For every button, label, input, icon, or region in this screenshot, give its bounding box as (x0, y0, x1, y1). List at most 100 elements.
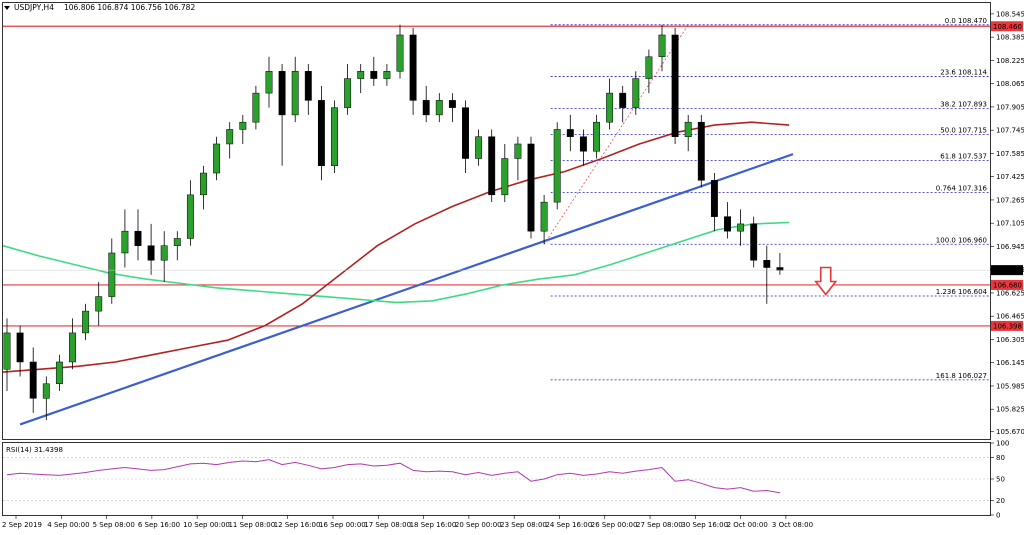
chart-ohlc-values: 106.806 106.874 106.756 106.782 (64, 3, 195, 12)
candlestick (448, 93, 456, 123)
x-tick-label: 18 Sep 16:00 (410, 521, 457, 529)
candlestick (750, 216, 758, 268)
x-tick-label: 6 Sep 16:00 (138, 521, 180, 529)
candle-body (265, 71, 273, 94)
candlestick (213, 136, 221, 181)
candle-body (606, 92, 614, 123)
rsi-tick-label: 0 (996, 512, 1000, 520)
main-plot-frame (2, 2, 991, 440)
candle-body (750, 223, 758, 261)
candle-body (527, 143, 535, 232)
candle-body (317, 100, 325, 167)
candlestick (737, 209, 745, 246)
y-tick-label: 105.825 (996, 406, 1024, 414)
candle-body (82, 310, 90, 334)
x-tick-label: 12 Sep 16:00 (274, 521, 321, 529)
candle-body (514, 143, 522, 159)
level-price-tag-label: 106.680 (993, 281, 1022, 289)
candle-body (396, 34, 404, 72)
candlestick (475, 129, 483, 166)
candlestick (344, 64, 352, 115)
x-tick-label: 27 Sep 08:00 (636, 521, 683, 529)
candle-body (710, 180, 718, 217)
candlestick (357, 64, 365, 94)
y-tick-label: 107.745 (996, 127, 1024, 135)
candlestick (69, 318, 76, 370)
fib-level-label: 1.236 106.604 (936, 288, 988, 296)
symbol-dropdown-icon[interactable] (4, 6, 10, 10)
candlestick (82, 303, 90, 341)
x-tick-label: 4 Sep 00:00 (47, 521, 89, 529)
candle-body (579, 136, 587, 152)
candle-body (763, 259, 771, 268)
x-tick-label: 11 Sep 08:00 (228, 521, 275, 529)
x-tick-label: 5 Sep 08:00 (93, 521, 135, 529)
candle-body (95, 296, 103, 312)
candlestick (291, 56, 299, 123)
candlestick (383, 64, 391, 86)
candle-body (540, 201, 548, 232)
fib-level-label: 0.764 107.316 (936, 185, 988, 193)
candlestick (147, 223, 155, 275)
level-price-tag (991, 320, 1023, 331)
candle-body (383, 71, 391, 79)
y-tick-label: 107.425 (996, 173, 1024, 181)
candlestick (317, 85, 325, 181)
candlestick (226, 122, 234, 159)
candlestick (370, 56, 378, 86)
y-tick-label: 107.265 (996, 196, 1024, 204)
level-price-tag (991, 21, 1023, 32)
candlestick (435, 93, 443, 123)
x-tick-label: 3 Oct 08:00 (772, 521, 813, 529)
candlestick (134, 209, 142, 261)
candle-body (422, 100, 430, 116)
candlestick (396, 24, 404, 79)
y-tick-label: 108.065 (996, 80, 1024, 88)
rsi-tick-label: 80 (996, 454, 1005, 462)
candlestick (606, 78, 614, 130)
candlestick (422, 85, 430, 123)
candle-body (488, 136, 496, 196)
candle-body (3, 332, 11, 370)
candlestick (409, 27, 417, 115)
candlestick (55, 354, 63, 392)
candlestick (108, 238, 116, 304)
candlestick (684, 114, 692, 152)
candle-body (108, 252, 116, 297)
rsi-label: RSI(14) 31.4398 (6, 446, 63, 454)
down-arrow-icon (814, 266, 838, 296)
candlestick (95, 282, 103, 326)
moving-average-green (2, 221, 790, 304)
candle-body (42, 383, 50, 399)
x-tick-label: 30 Sep 16:00 (681, 521, 728, 529)
candlestick (671, 27, 679, 144)
fib-level-label: 61.8 107.537 (940, 152, 987, 160)
fib-level-label: 100.0 106.960 (936, 236, 987, 244)
candle-body (501, 158, 509, 196)
candlestick (3, 318, 11, 392)
candlestick (566, 114, 574, 152)
candle-body (331, 107, 338, 167)
candlestick (501, 143, 509, 203)
rsi-line (6, 459, 780, 494)
y-tick-label: 105.985 (996, 382, 1024, 390)
candlestick (278, 64, 286, 166)
candlestick (619, 85, 627, 123)
y-tick-label: 108.545 (996, 10, 1024, 18)
candlestick (697, 114, 705, 188)
candle-body (409, 34, 417, 101)
y-tick-label: 105.670 (996, 428, 1024, 436)
fib-level-label: 0.0 108.470 (945, 17, 987, 25)
candlestick (42, 376, 50, 421)
x-tick-label: 16 Sep 00:00 (319, 521, 366, 529)
current-price-label: 106.782 (993, 267, 1022, 275)
candle-body (566, 129, 574, 137)
candle-body (147, 245, 155, 261)
candle-body (684, 121, 692, 137)
candle-body (186, 194, 194, 239)
y-tick-label: 106.465 (996, 313, 1024, 321)
candlestick (579, 129, 587, 166)
candlestick (553, 122, 561, 210)
x-tick-label: 23 Sep 08:00 (500, 521, 547, 529)
